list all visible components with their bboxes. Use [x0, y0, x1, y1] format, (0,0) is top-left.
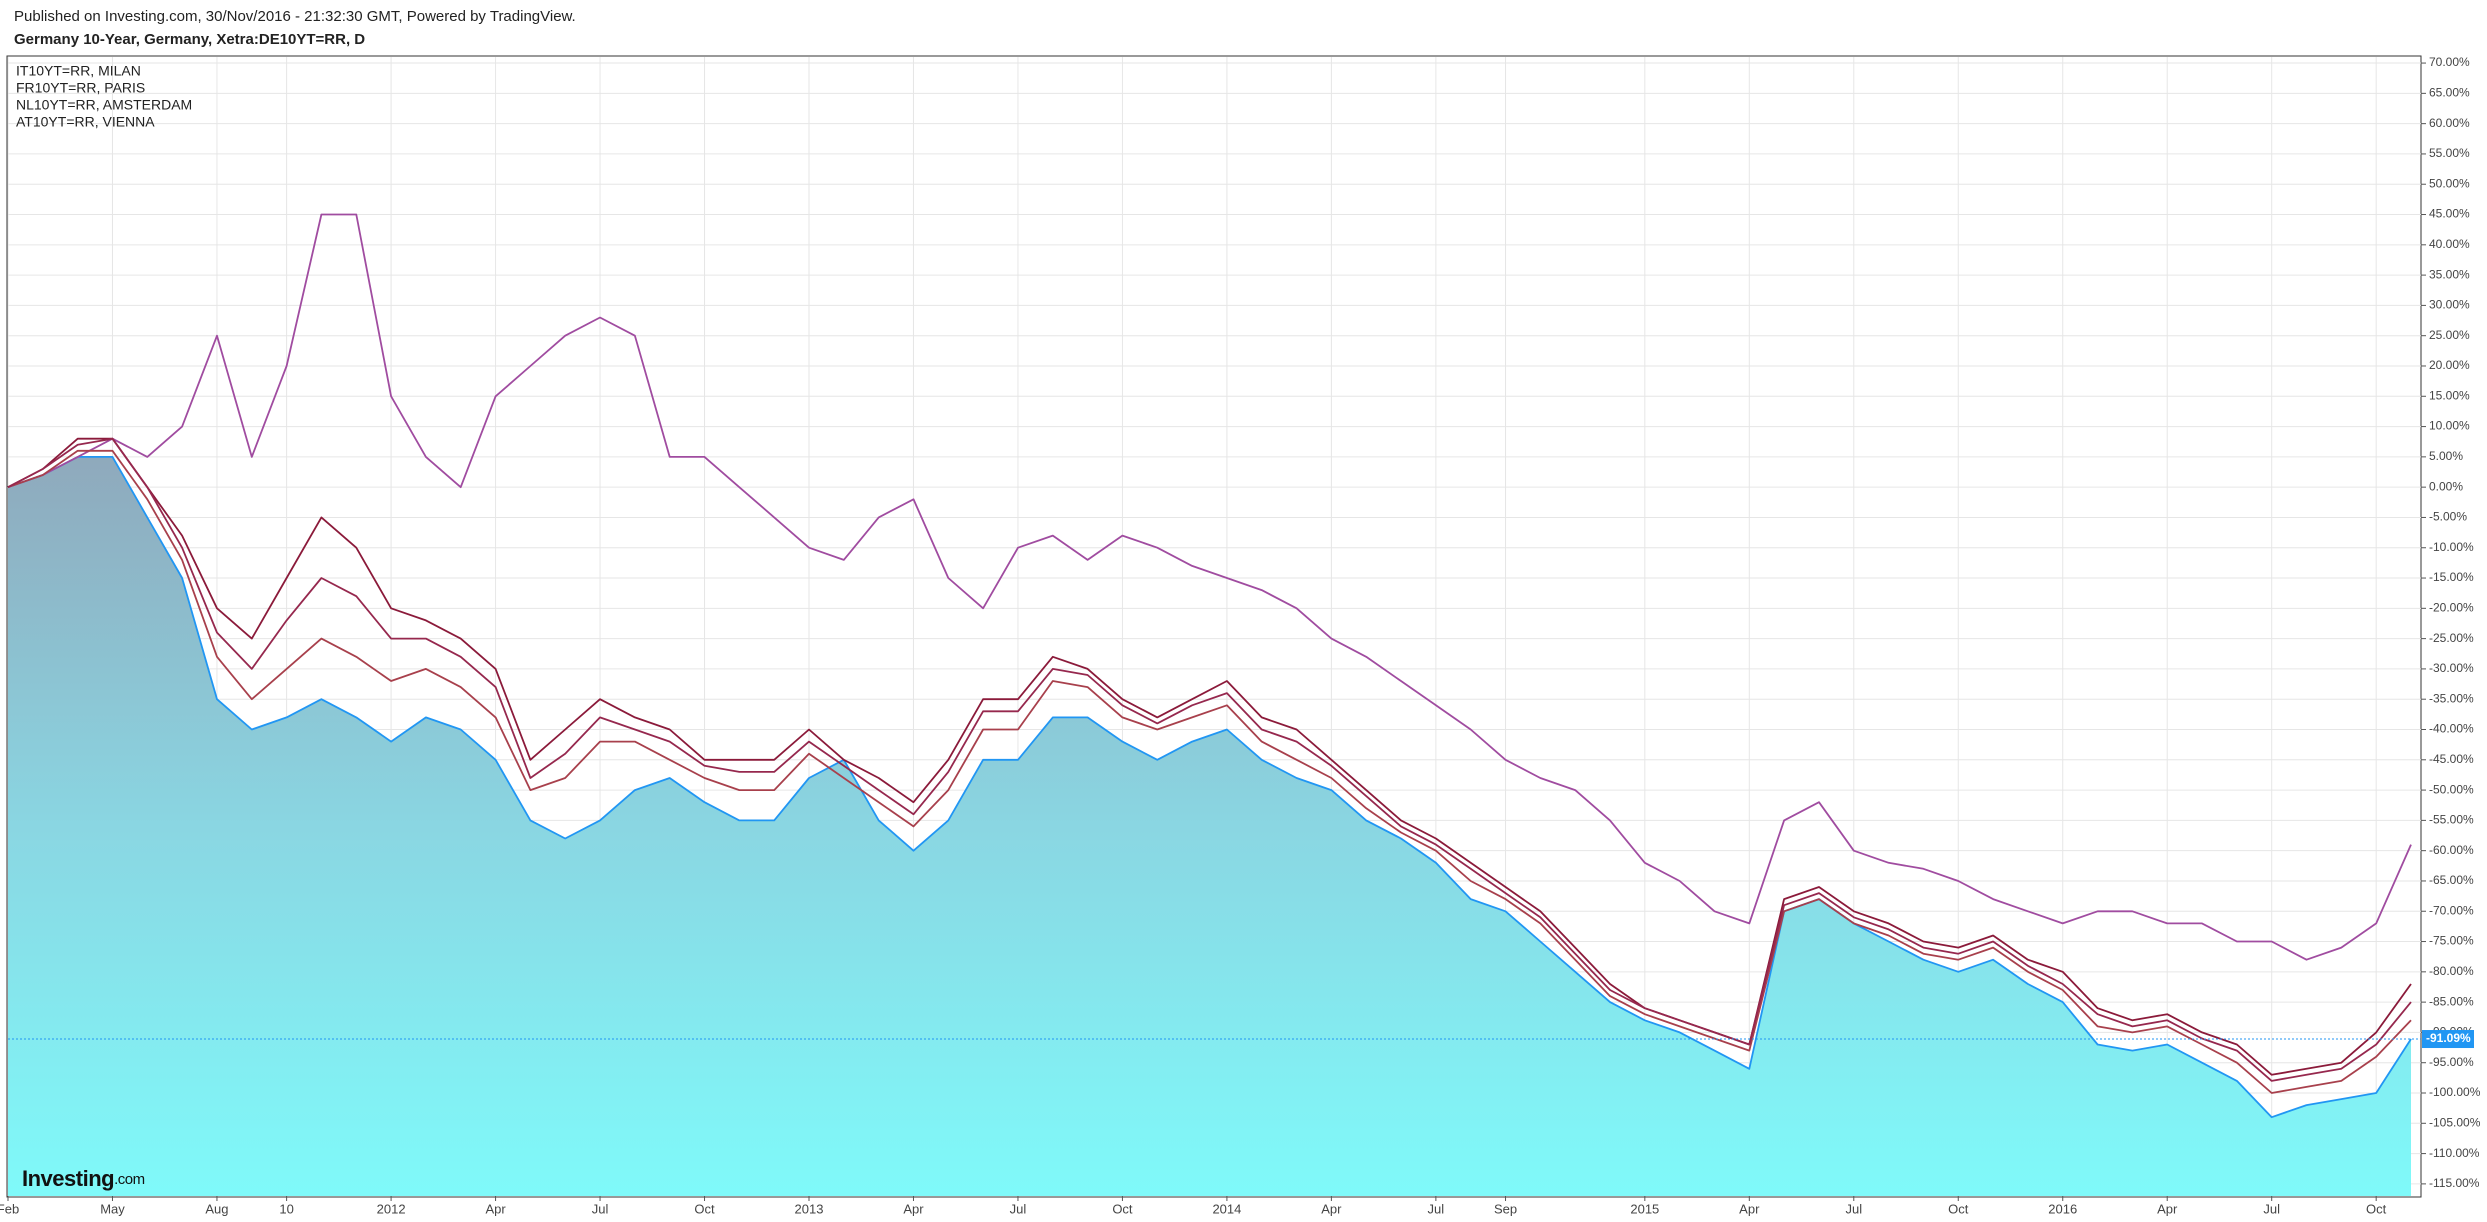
x-tick-label: Apr — [1739, 1201, 1760, 1216]
x-tick-label: Aug — [205, 1201, 228, 1216]
x-tick-label: Jul — [592, 1201, 609, 1216]
header: Published on Investing.com, 30/Nov/2016 … — [14, 8, 576, 25]
y-tick-label: -80.00% — [2429, 964, 2474, 978]
x-tick-label: 2012 — [377, 1201, 406, 1216]
watermark: Investing.com — [22, 1166, 145, 1191]
x-tick-label: Apr — [903, 1201, 924, 1216]
x-tick-label: Oct — [1112, 1201, 1133, 1216]
y-tick-label: -115.00% — [2429, 1176, 2480, 1190]
plot-frame — [6, 55, 2422, 1198]
x-tick-label: May — [100, 1201, 125, 1216]
y-tick-label: -60.00% — [2429, 843, 2474, 857]
price-label: -91.09% — [2426, 1031, 2471, 1045]
series-line — [7, 449, 2412, 1094]
y-tick-label: 35.00% — [2429, 267, 2470, 281]
y-tick-label: -70.00% — [2429, 903, 2474, 917]
x-tick-label: Feb — [0, 1201, 19, 1216]
y-tick-label: -110.00% — [2429, 1146, 2480, 1160]
y-tick-label: -15.00% — [2429, 570, 2474, 584]
x-tick-label: 2016 — [2048, 1201, 2077, 1216]
y-tick-label: 40.00% — [2429, 237, 2470, 251]
y-tick-label: -5.00% — [2429, 510, 2467, 524]
y-tick-label: -30.00% — [2429, 661, 2474, 675]
y-tick-label: -65.00% — [2429, 873, 2474, 887]
x-tick-label: Jul — [1010, 1201, 1027, 1216]
y-tick-label: -50.00% — [2429, 782, 2474, 796]
legend-entry: FR10YT=RR, PARIS — [16, 80, 145, 96]
price-label-box — [2422, 1030, 2474, 1049]
y-tick-label: 0.00% — [2429, 479, 2463, 493]
x-tick-label: Oct — [1948, 1201, 1969, 1216]
x-tick-label: 2015 — [1630, 1201, 1659, 1216]
y-tick-label: -75.00% — [2429, 934, 2474, 948]
y-tick-label: 70.00% — [2429, 55, 2470, 69]
watermark-suffix: .com — [114, 1171, 145, 1188]
watermark-name: Investing — [22, 1166, 114, 1191]
y-tick-label: -55.00% — [2429, 813, 2474, 827]
x-tick-label: Apr — [485, 1201, 506, 1216]
x-tick-label: Sep — [1494, 1201, 1517, 1216]
y-tick-label: 10.00% — [2429, 419, 2470, 433]
legend-entry: AT10YT=RR, VIENNA — [16, 114, 155, 130]
y-tick-label: 5.00% — [2429, 449, 2463, 463]
x-tick-label: 2013 — [795, 1201, 824, 1216]
y-tick-label: 65.00% — [2429, 86, 2470, 100]
y-tick-label: -100.00% — [2429, 1085, 2481, 1099]
y-tick-label: -35.00% — [2429, 691, 2474, 705]
y-tick-label: 50.00% — [2429, 176, 2470, 190]
y-tick-label: -85.00% — [2429, 994, 2474, 1008]
y-tick-label: 60.00% — [2429, 116, 2470, 130]
chart-title: Germany 10-Year, Germany, Xetra:DE10YT=R… — [14, 31, 365, 48]
series-line — [7, 437, 2412, 1082]
y-tick-label: 15.00% — [2429, 388, 2470, 402]
series-line — [7, 456, 2412, 1119]
y-tick-label: -105.00% — [2429, 1115, 2481, 1129]
x-tick-label: Oct — [694, 1201, 715, 1216]
x-tick-label: 2014 — [1212, 1201, 1241, 1216]
y-tick-label: 25.00% — [2429, 328, 2470, 342]
y-tick-label: 55.00% — [2429, 146, 2470, 160]
x-tick-label: Jul — [2263, 1201, 2280, 1216]
x-tick-label: 10 — [279, 1201, 293, 1216]
x-tick-label: Oct — [2366, 1201, 2387, 1216]
area — [8, 456, 2411, 1196]
x-tick-label: Apr — [1321, 1201, 1342, 1216]
x-tick-label: Jul — [1845, 1201, 1862, 1216]
y-tick-label: -40.00% — [2429, 722, 2474, 736]
y-tick-label: -10.00% — [2429, 540, 2474, 554]
y-tick-label: 20.00% — [2429, 358, 2470, 372]
series-line — [7, 213, 2412, 961]
y-tick-label: -20.00% — [2429, 600, 2474, 614]
x-tick-label: Apr — [2157, 1201, 2178, 1216]
y-tick-label: -25.00% — [2429, 631, 2474, 645]
x-tick-label: Jul — [1428, 1201, 1445, 1216]
y-tick-label: -45.00% — [2429, 752, 2474, 766]
series-line — [7, 437, 2412, 1076]
legend-entry: IT10YT=RR, MILAN — [16, 63, 141, 79]
legend-entry: NL10YT=RR, AMSTERDAM — [16, 97, 192, 113]
y-tick-label: 30.00% — [2429, 298, 2470, 312]
y-tick-label: -95.00% — [2429, 1055, 2474, 1069]
y-tick-label: 45.00% — [2429, 207, 2470, 221]
